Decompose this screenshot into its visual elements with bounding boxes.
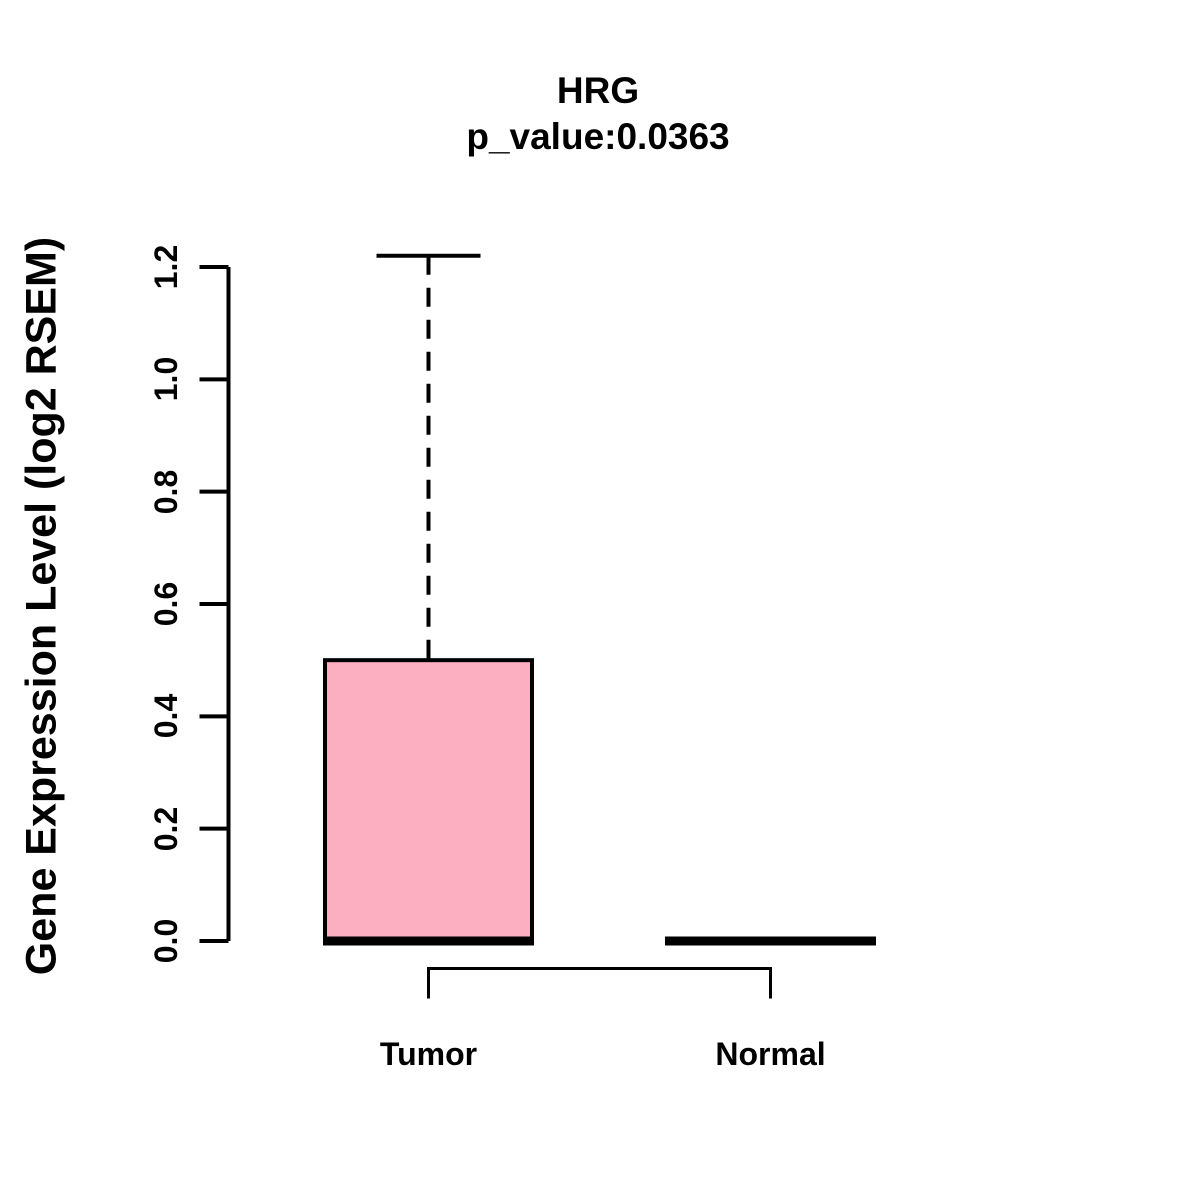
chart-title: HRG [556,70,640,111]
y-tick-label: 0.6 [148,581,184,627]
comparison-bracket [427,967,772,999]
x-category-label-normal: Normal [715,1036,826,1072]
y-tick-label: 0.4 [148,694,184,739]
y-tick-label: 0.8 [148,469,184,514]
y-tick-label: 0.2 [148,806,184,851]
y-tick-label: 1.2 [148,244,184,290]
x-category-label-tumor: Tumor [379,1036,478,1072]
y-tick-label: 0.0 [148,918,184,964]
chart-subtitle: p_value:0.0363 [466,116,730,157]
y-tick-label: 1.0 [148,357,184,402]
